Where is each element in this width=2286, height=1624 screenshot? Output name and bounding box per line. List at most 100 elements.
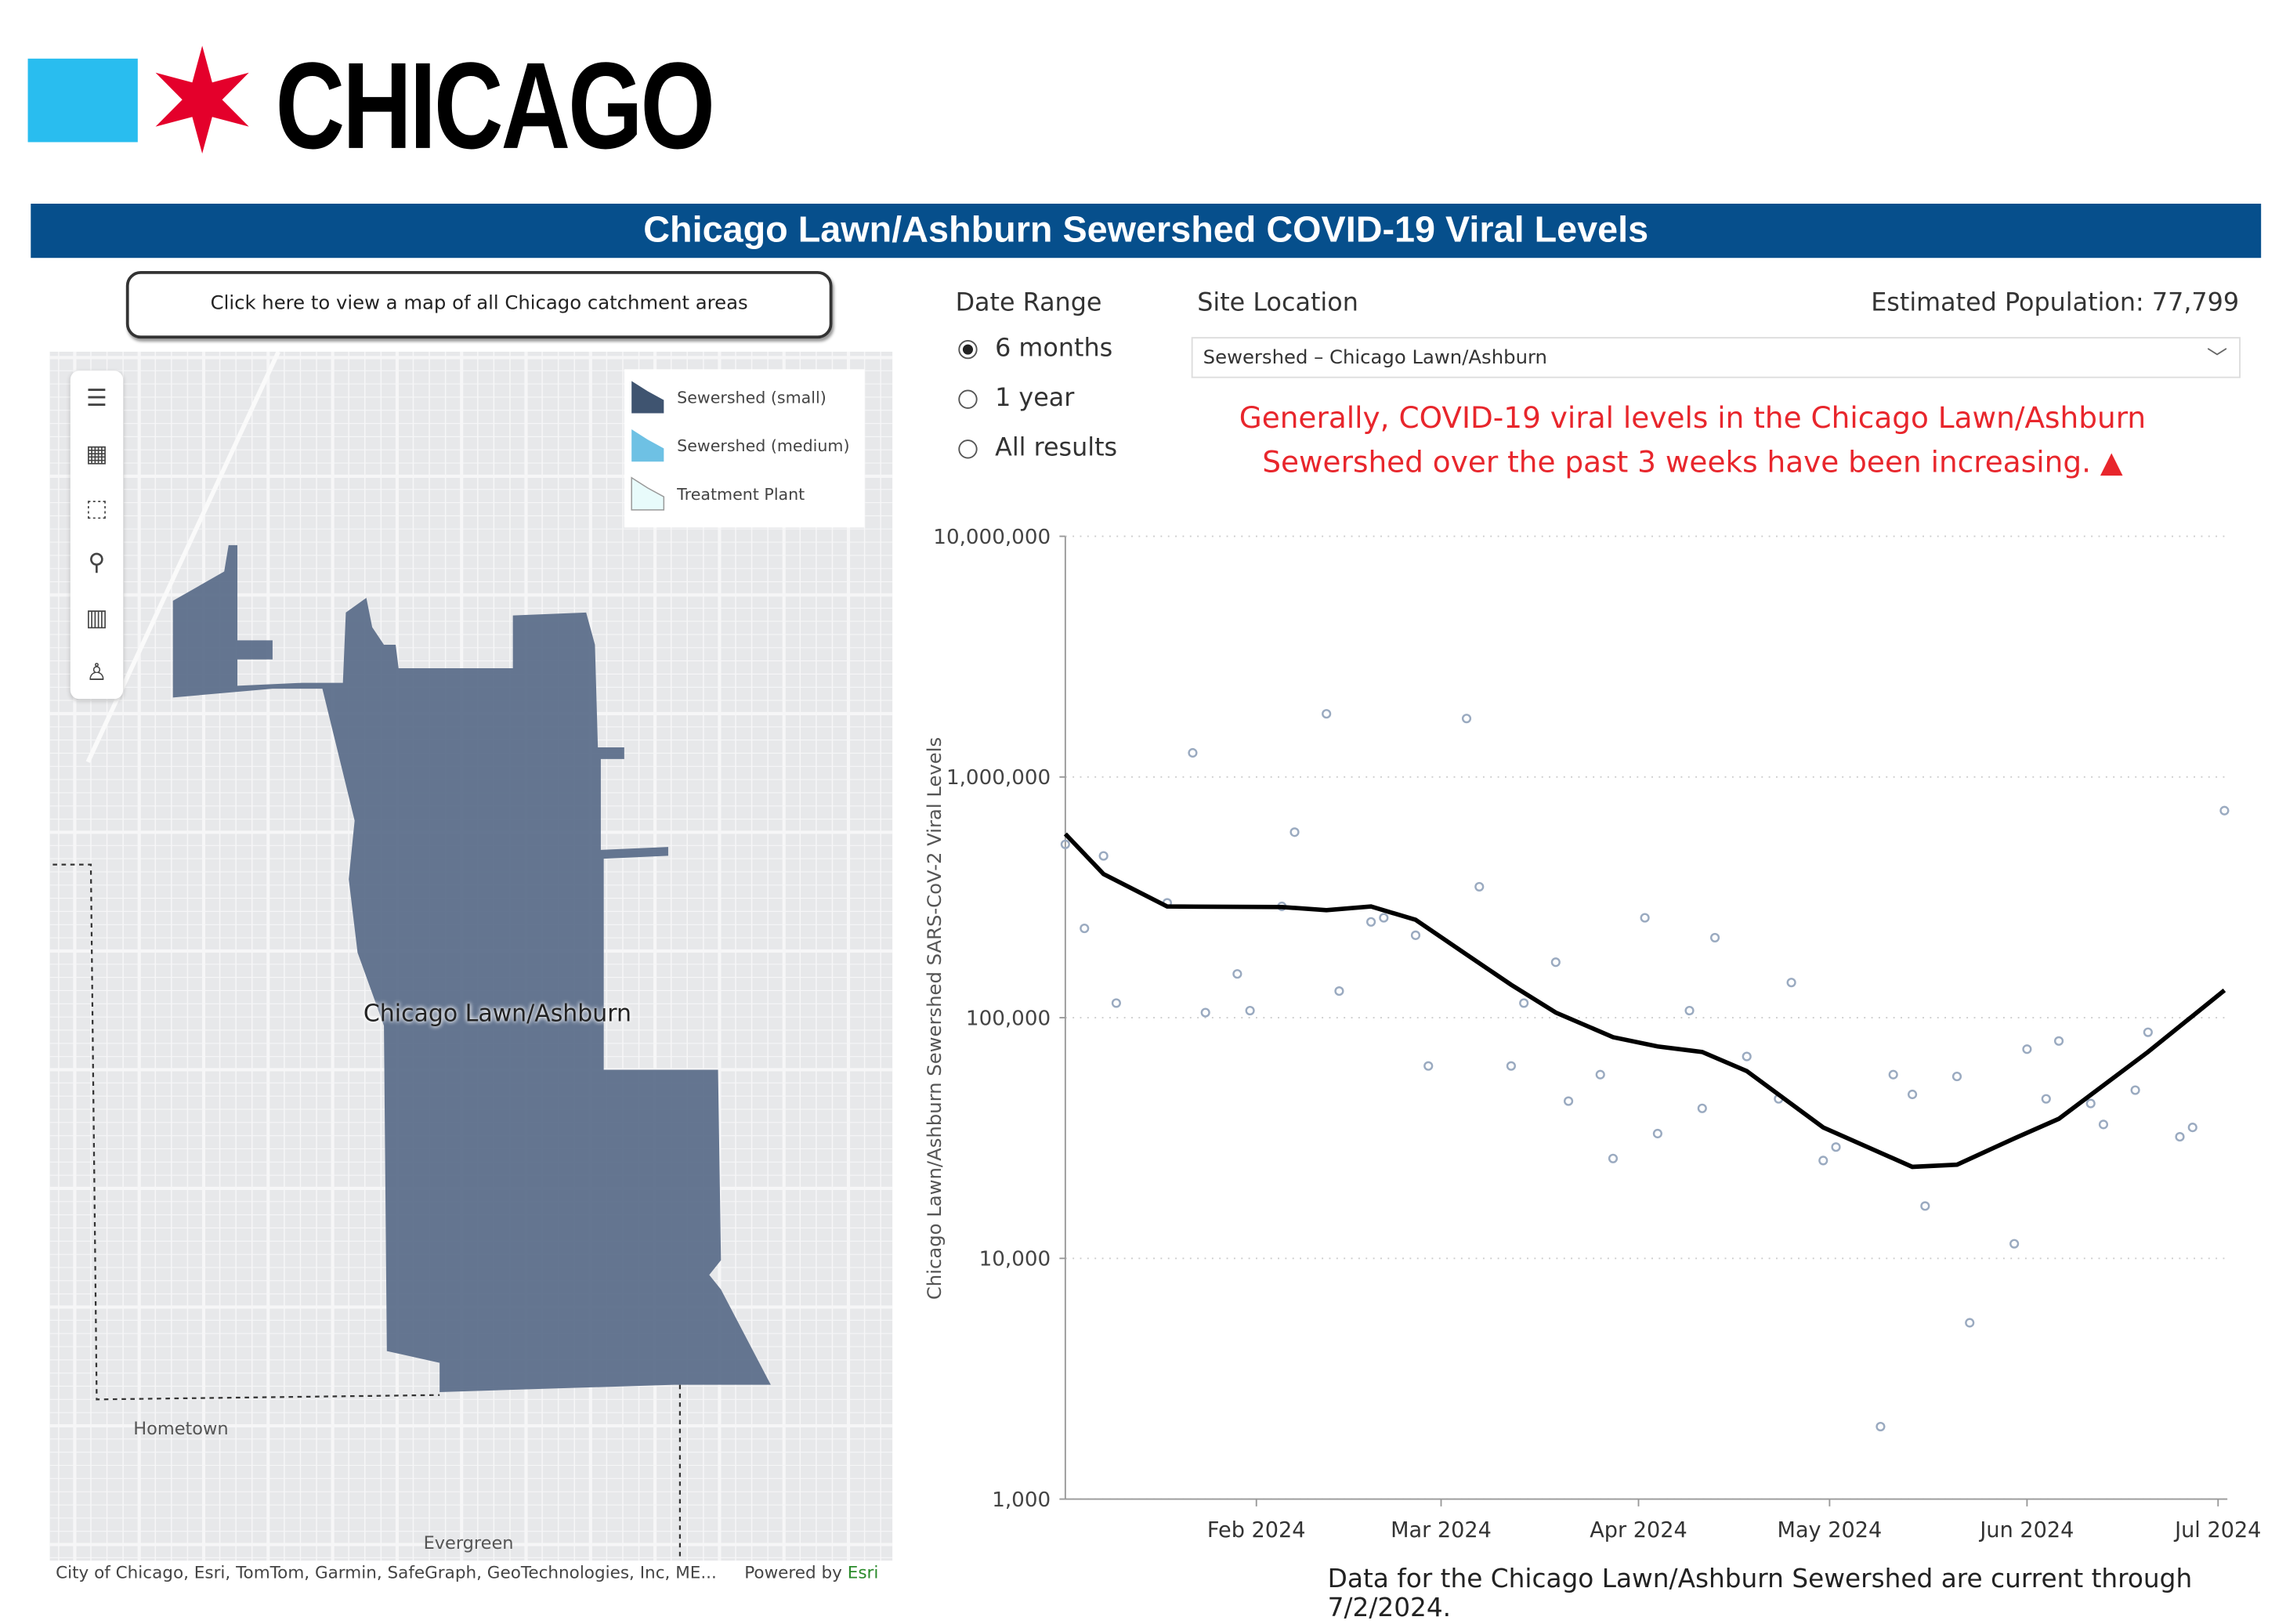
data-point[interactable] [1595,1069,1605,1080]
data-point[interactable] [1200,1007,1210,1018]
data-point[interactable] [1060,839,1070,849]
radio-6-months[interactable]: 6 months [958,334,1113,364]
esri-link[interactable]: Esri [847,1561,879,1583]
data-point[interactable] [1245,1005,1255,1016]
data-point[interactable] [1111,998,1121,1008]
treatment-plant-swatch [631,476,665,511]
data-point[interactable] [2143,1027,2153,1037]
data-point[interactable] [1652,1128,1662,1139]
attribution-text: City of Chicago, Esri, TomTom, Garmin, S… [56,1561,717,1583]
menu-icon[interactable]: ☰ [86,383,107,411]
data-point[interactable] [2187,1123,2197,1133]
search-icon[interactable]: ⚲ [88,547,106,576]
person-icon[interactable]: ♙ [86,656,107,685]
map-toolbar: ☰ ▦ ⬚ ⚲ ▥ ♙ [70,371,124,700]
y-axis-label: Chicago Lawn/Ashburn Sewershed SARS-CoV-… [923,737,946,1300]
x-tick-label: Mar 2024 [1391,1518,1492,1543]
data-point[interactable] [1709,932,1720,943]
data-point[interactable] [1550,957,1561,968]
sewershed-medium-swatch [631,429,664,462]
data-point[interactable] [1289,827,1300,837]
y-tick-label: 1,000,000 [946,766,1051,790]
x-tick-label: May 2024 [1778,1518,1883,1543]
data-point[interactable] [2009,1239,2020,1249]
data-point[interactable] [1519,998,1529,1008]
data-point[interactable] [1334,986,1344,996]
data-point[interactable] [1951,1071,1962,1082]
chart-bars-icon[interactable]: ▥ [85,602,108,631]
data-point[interactable] [1920,1201,1930,1211]
date-range-label: Date Range [955,288,1102,318]
data-point[interactable] [2041,1094,2051,1104]
view-catchment-map-button[interactable]: Click here to view a map of all Chicago … [125,271,833,339]
data-point[interactable] [1786,978,1796,988]
radio-label: All results [995,433,1118,464]
data-point[interactable] [2175,1132,2185,1142]
data-point[interactable] [2085,1098,2096,1109]
radio-all-results[interactable]: All results [958,434,1117,463]
data-point[interactable] [2219,805,2230,816]
legend-item: Sewershed (small) [630,377,827,418]
data-point[interactable] [1423,1061,1434,1071]
chevron-down-icon[interactable]: ﹀ [2206,347,2228,371]
qr-grid-icon[interactable]: ▦ [85,439,108,467]
site-location-label: Site Location [1197,288,1358,318]
data-point[interactable] [1322,709,1332,719]
radio-1-year[interactable]: 1 year [958,384,1074,413]
data-point[interactable] [1474,881,1485,892]
data-point[interactable] [1080,923,1090,934]
data-point[interactable] [1608,1153,1619,1163]
x-tick-label: Apr 2024 [1590,1518,1687,1543]
data-point[interactable] [2022,1044,2032,1054]
data-point[interactable] [1098,851,1109,861]
radio-label: 6 months [995,334,1113,364]
data-point[interactable] [1379,913,1389,923]
select-box-icon[interactable]: ⬚ [85,493,108,521]
data-point[interactable] [1684,1005,1695,1016]
estimated-population: Estimated Population: 77,799 [1871,288,2240,318]
map-attribution: City of Chicago, Esri, TomTom, Garmin, S… [56,1562,891,1582]
data-point[interactable] [1742,1051,1752,1062]
trend-up-icon: ▲ [2100,443,2123,479]
x-tick-label: Jun 2024 [1978,1518,2074,1543]
map-view[interactable]: Chicago Lawn/Ashburn Hometown Evergreen [49,351,893,1561]
data-point[interactable] [1410,930,1421,940]
data-point[interactable] [1461,714,1472,724]
status-line-2: Sewershed over the past 3 weeks have bee… [1262,443,2091,479]
radio-button[interactable] [958,339,978,359]
data-point[interactable] [2053,1036,2064,1046]
y-tick-label: 100,000 [966,1007,1051,1030]
y-tick-label: 1,000 [992,1488,1051,1512]
data-point[interactable] [1365,917,1376,927]
data-point[interactable] [1506,1061,1516,1071]
x-tick-label: Feb 2024 [1207,1518,1306,1543]
legend-label: Sewershed (medium) [677,436,850,455]
radio-label: 1 year [995,384,1075,414]
data-point[interactable] [1888,1069,1898,1080]
trend-status-message: Generally, COVID-19 viral levels in the … [1202,396,2183,483]
powered-by-text: Powered by [744,1561,842,1583]
data-point[interactable] [2130,1085,2140,1095]
status-line-1: Generally, COVID-19 viral levels in the … [1239,400,2147,436]
site-location-dropdown[interactable]: Sewershed – Chicago Lawn/Ashburn ﹀ [1191,337,2241,378]
map-canvas[interactable] [49,351,893,1561]
data-currency-note: Data for the Chicago Lawn/Ashburn Sewers… [1327,1564,2193,1624]
data-point[interactable] [1907,1089,1918,1100]
data-point[interactable] [1965,1318,1975,1328]
data-point[interactable] [1831,1142,1841,1152]
data-point[interactable] [1697,1103,1707,1113]
data-point[interactable] [1188,747,1198,758]
page-title: Chicago Lawn/Ashburn Sewershed COVID-19 … [31,203,2262,259]
logo-text: CHICAGO [275,36,715,175]
data-point[interactable] [1818,1156,1828,1166]
data-point[interactable] [1564,1096,1574,1106]
site-selected-value: Sewershed – Chicago Lawn/Ashburn [1203,347,1547,370]
sewershed-small-swatch [631,381,664,414]
y-tick-label: 10,000 [979,1248,1051,1271]
data-point[interactable] [1232,969,1242,979]
radio-button[interactable] [958,439,978,458]
radio-button[interactable] [958,389,978,408]
data-point[interactable] [1875,1421,1886,1432]
data-point[interactable] [1640,913,1650,923]
data-point[interactable] [2098,1119,2109,1130]
